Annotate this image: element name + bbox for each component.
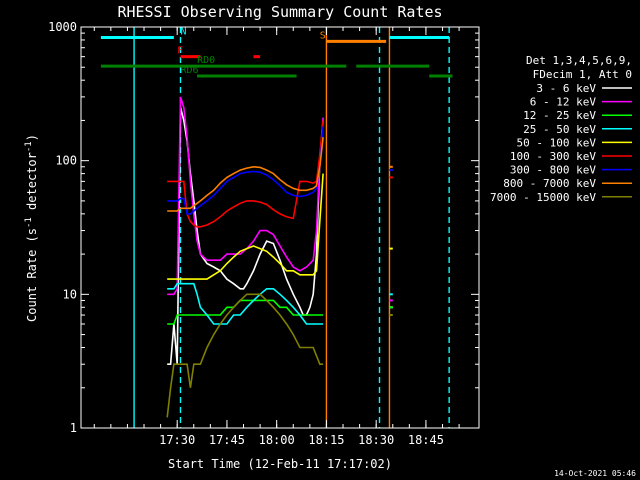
legend-entry-label: 100 - 300 keV: [510, 150, 596, 163]
series-line-8: [166, 293, 324, 418]
flag-label: S: [320, 30, 326, 41]
x-tick-label: 18:30: [358, 433, 394, 447]
legend-entry-label: 300 - 800 keV: [510, 164, 596, 177]
generation-timestamp: 14-Oct-2021 05:46: [554, 469, 636, 478]
x-axis-ticks: 17:30 17:45 18:00 18:15 18:30 18:45: [93, 27, 460, 447]
series-line-7: [167, 137, 324, 212]
x-tick-label: 18:45: [408, 433, 444, 447]
series-line-1: [167, 96, 324, 296]
x-tick-label: 18:00: [259, 433, 295, 447]
y-tick-label: 10: [63, 287, 77, 301]
plot-frame: [80, 26, 480, 429]
legend-entry-label: 25 - 50 keV: [523, 123, 596, 136]
legend-entry-label: 3 - 6 keV: [536, 82, 596, 95]
time-marker-lines: [133, 27, 450, 428]
legend-header-line-1: Det 1,3,4,5,6,9,: [526, 54, 632, 67]
legend-entry-label: 12 - 25 keV: [523, 109, 596, 122]
x-tick-label: 17:30: [159, 433, 195, 447]
x-tick-label: 17:45: [209, 433, 245, 447]
legend-header-line-2: FDecim 1, Att 0: [533, 68, 632, 81]
legend-entry-label: 7000 - 15000 keV: [490, 191, 596, 204]
series-line-4: [167, 173, 324, 280]
series-line-5: [167, 120, 324, 228]
flag-label: F: [177, 46, 183, 57]
y-axis-label: Count Rate (s-1 detector-1): [24, 134, 39, 322]
x-tick-label: 18:15: [308, 433, 344, 447]
legend-entry-label: 50 - 100 keV: [517, 136, 597, 149]
chart-title: RHESSI Observing Summary Count Rates: [117, 3, 442, 21]
flag-label: RD6: [181, 65, 199, 76]
series-lines: [166, 96, 393, 418]
series-line-6: [167, 126, 324, 215]
series-line-3: [167, 282, 324, 325]
y-tick-label: 100: [55, 154, 77, 168]
x-axis-label: Start Time (12-Feb-11 17:17:02): [168, 457, 392, 471]
flag-label: RD0: [197, 55, 215, 66]
y-axis-ticks: 1 10 100 1000: [48, 20, 479, 435]
legend: Det 1,3,4,5,6,9, FDecim 1, Att 0 3 - 6 k…: [490, 54, 632, 204]
legend-entry-label: 800 - 7000 keV: [503, 177, 596, 190]
flag-label: N: [181, 26, 187, 37]
y-tick-label: 1000: [48, 20, 77, 34]
legend-entry-label: 6 - 12 keV: [530, 96, 597, 109]
y-tick-label: 1: [70, 421, 77, 435]
